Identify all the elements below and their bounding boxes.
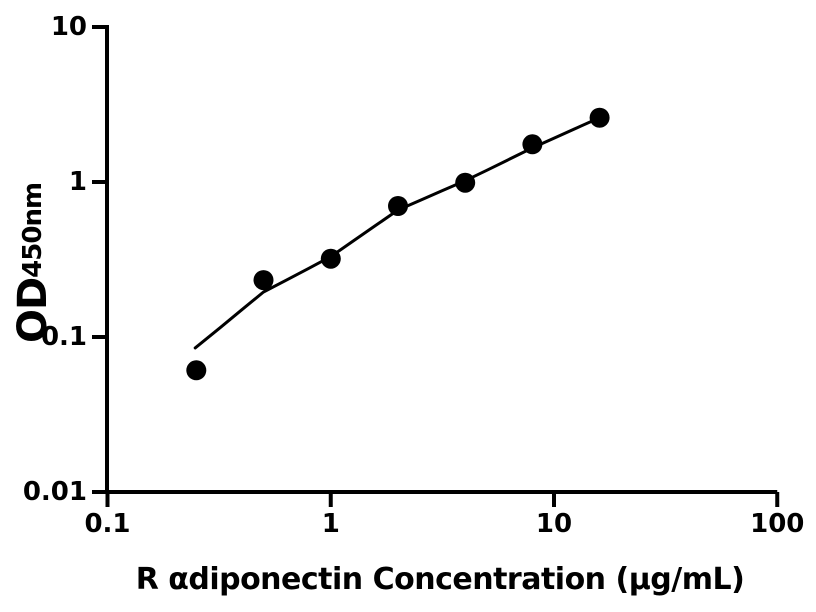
y-tick-label: 10 — [51, 12, 87, 42]
axis-spine — [105, 27, 778, 494]
y-tick-label: 0.1 — [41, 322, 87, 352]
x-axis-ticks: 0.1 1 10 100 — [84, 492, 804, 539]
y-axis-title: OD450nm — [10, 183, 56, 343]
x-tick-label: 100 — [750, 509, 804, 539]
data-points-group — [186, 107, 610, 381]
x-axis-title: R αdiponectin Concentration (µg/mL) — [136, 562, 745, 597]
y-tick-label: 1 — [69, 167, 87, 197]
y-tick-label: 0.01 — [23, 477, 87, 507]
fit-curve-group — [193, 116, 600, 350]
x-tick-label: 1 — [322, 509, 340, 539]
y-axis-title-subscript: 450nm — [18, 183, 48, 278]
data-point — [388, 196, 408, 216]
y-axis-ticks: 0.01 0.1 1 10 — [23, 12, 109, 507]
x-tick-label: 0.1 — [84, 509, 130, 539]
data-point — [589, 107, 610, 128]
y-axis-title-main: OD — [10, 278, 56, 343]
data-point — [320, 248, 341, 269]
x-tick-label: 10 — [536, 509, 572, 539]
axis-lines — [105, 27, 778, 494]
fit-curve — [193, 116, 600, 350]
data-point — [186, 360, 207, 381]
data-point — [253, 270, 274, 291]
data-point — [455, 172, 476, 193]
data-point — [522, 134, 543, 155]
